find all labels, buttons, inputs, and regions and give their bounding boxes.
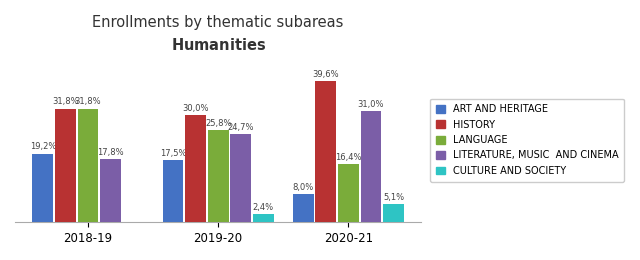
Text: 25,8%: 25,8% bbox=[205, 119, 232, 128]
Text: 8,0%: 8,0% bbox=[292, 183, 314, 192]
Bar bbox=[360, 112, 381, 222]
Bar bbox=[100, 159, 121, 222]
Bar bbox=[55, 109, 76, 222]
Text: 5,1%: 5,1% bbox=[383, 193, 404, 202]
Bar bbox=[33, 154, 53, 222]
Text: 17,8%: 17,8% bbox=[97, 147, 124, 157]
Bar bbox=[163, 160, 184, 222]
Text: 24,7%: 24,7% bbox=[227, 123, 254, 132]
Bar bbox=[185, 115, 206, 222]
Bar bbox=[293, 194, 314, 222]
Text: 30,0%: 30,0% bbox=[182, 104, 209, 113]
Legend: ART AND HERITAGE, HISTORY, LANGUAGE, LITERATURE, MUSIC  AND CINEMA, CULTURE AND : ART AND HERITAGE, HISTORY, LANGUAGE, LIT… bbox=[430, 99, 624, 181]
Bar bbox=[383, 204, 404, 222]
Text: 16,4%: 16,4% bbox=[335, 153, 362, 161]
Text: 31,0%: 31,0% bbox=[358, 100, 384, 109]
Text: 2,4%: 2,4% bbox=[253, 203, 274, 212]
Title: Enrollments by thematic subareas
$\bf{Humanities}$: Enrollments by thematic subareas $\bf{Hu… bbox=[93, 15, 344, 53]
Text: 39,6%: 39,6% bbox=[312, 70, 339, 79]
Bar bbox=[316, 81, 336, 222]
Bar bbox=[77, 109, 99, 222]
Text: 17,5%: 17,5% bbox=[160, 148, 186, 158]
Text: 31,8%: 31,8% bbox=[75, 98, 101, 106]
Bar bbox=[338, 164, 359, 222]
Text: 31,8%: 31,8% bbox=[52, 98, 79, 106]
Text: 19,2%: 19,2% bbox=[29, 142, 56, 152]
Bar bbox=[230, 134, 251, 222]
Bar bbox=[208, 130, 228, 222]
Bar bbox=[253, 214, 274, 222]
